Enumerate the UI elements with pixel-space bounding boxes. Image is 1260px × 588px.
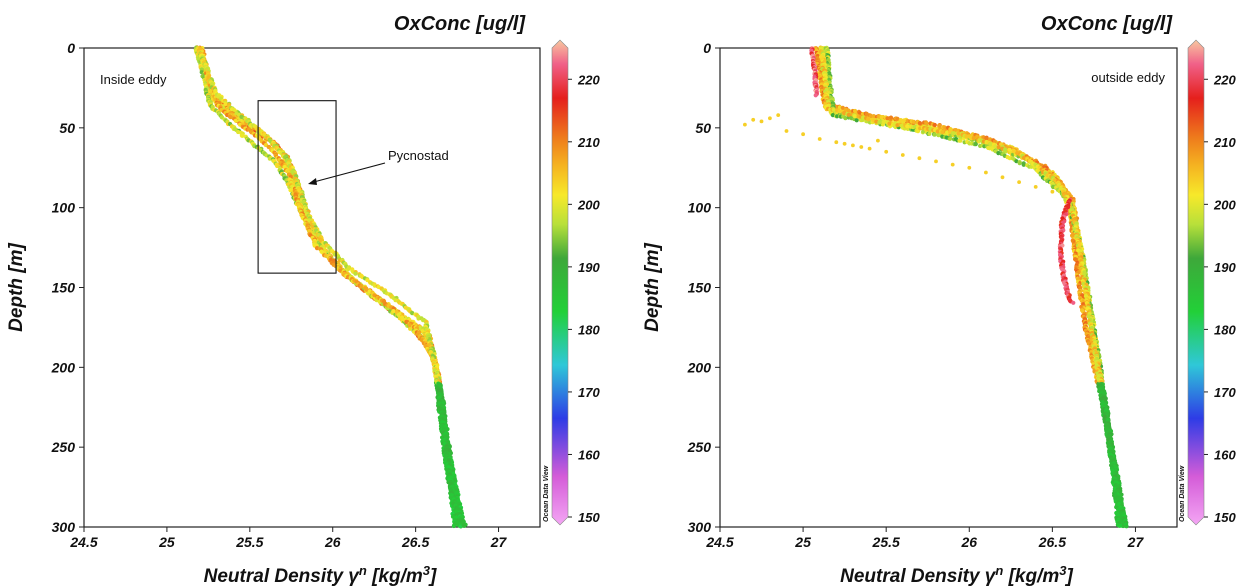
data-point bbox=[924, 121, 929, 126]
data-point bbox=[391, 309, 396, 314]
data-point bbox=[911, 119, 916, 124]
colorbar-tick-label: 220 bbox=[577, 72, 600, 87]
data-point bbox=[407, 323, 412, 328]
data-point bbox=[853, 108, 858, 114]
data-point bbox=[353, 271, 358, 276]
data-point bbox=[958, 138, 963, 143]
colorbar-tick-label: 210 bbox=[577, 135, 600, 150]
x-tick-label: 26 bbox=[324, 534, 341, 550]
data-point bbox=[346, 266, 351, 272]
data-point bbox=[854, 118, 859, 123]
y-tick-label: 250 bbox=[51, 439, 76, 455]
left-chart-panel: Pycnostad Inside eddy 24.5 25 25.5 26 26.5 27 0 5… bbox=[6, 13, 600, 587]
x-tick-label: 27 bbox=[490, 534, 508, 550]
data-point bbox=[879, 115, 884, 120]
plot-area bbox=[83, 47, 541, 528]
colorbar-tick-label: 180 bbox=[578, 322, 600, 337]
colorbar-tick-label: 170 bbox=[578, 385, 600, 400]
data-point bbox=[927, 131, 932, 136]
data-point bbox=[461, 523, 467, 528]
y-tick-label: 100 bbox=[52, 200, 76, 216]
pycnostad-label: Pycnostad bbox=[388, 148, 449, 163]
y-tick-label: 50 bbox=[59, 120, 75, 136]
x-axis-label: Neutral Density γn [kg/m3] bbox=[204, 563, 437, 588]
x-tick-label: 26.5 bbox=[401, 534, 429, 550]
colorbar-tick-label: 190 bbox=[578, 260, 600, 275]
y-axis-label: Depth [m] bbox=[6, 243, 27, 332]
data-point bbox=[932, 132, 937, 137]
colorbar-tick-label: 160 bbox=[578, 447, 600, 462]
data-point bbox=[888, 115, 894, 120]
data-point bbox=[451, 523, 456, 529]
x-tick-label: 25.5 bbox=[235, 534, 263, 550]
data-point bbox=[1117, 523, 1122, 528]
y-tick-label: 300 bbox=[52, 519, 76, 535]
data-points bbox=[193, 45, 468, 529]
watermark: Ocean Data View bbox=[543, 465, 550, 522]
colorbar-title: OxConc [ug/l] bbox=[394, 13, 526, 35]
x-tick-label: 24.5 bbox=[69, 534, 97, 550]
y-tick-label: 200 bbox=[51, 359, 76, 375]
data-point bbox=[917, 121, 923, 126]
colorbar-tick-label: 200 bbox=[577, 197, 600, 212]
y-tick-label: 150 bbox=[52, 280, 76, 296]
data-point bbox=[973, 142, 978, 147]
data-point bbox=[223, 101, 228, 107]
colorbar-tick-label: 150 bbox=[578, 510, 600, 525]
x-tick-label: 25 bbox=[158, 534, 175, 550]
data-point bbox=[1017, 161, 1022, 166]
data-point bbox=[932, 122, 937, 128]
y-tick-label: 0 bbox=[67, 40, 75, 56]
panel-annotation: Inside eddy bbox=[100, 72, 167, 87]
data-point bbox=[937, 123, 942, 128]
colorbar bbox=[551, 39, 569, 526]
data-point bbox=[948, 136, 953, 141]
